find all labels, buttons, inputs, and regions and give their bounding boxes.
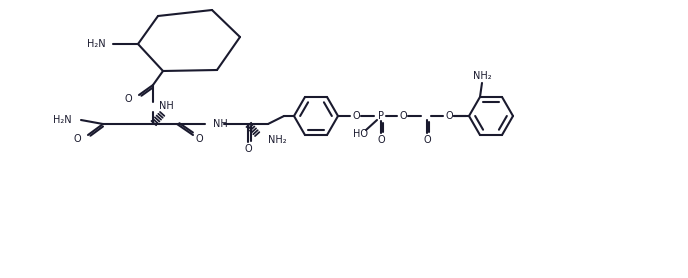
Text: O: O [377,135,385,145]
Text: NH: NH [213,119,228,129]
Text: O: O [352,111,360,121]
Text: H₂N: H₂N [87,39,106,49]
Text: O: O [423,135,431,145]
Text: O: O [74,134,81,144]
Text: NH₂: NH₂ [268,135,287,145]
Text: O: O [399,111,407,121]
Text: HO: HO [352,129,367,139]
Text: O: O [125,94,132,104]
Text: P: P [378,111,384,121]
Text: O: O [195,134,203,144]
Text: H₂N: H₂N [54,115,72,125]
Text: NH: NH [159,101,174,111]
Text: NH₂: NH₂ [473,71,491,81]
Text: O: O [445,111,453,121]
Text: O: O [244,144,252,154]
